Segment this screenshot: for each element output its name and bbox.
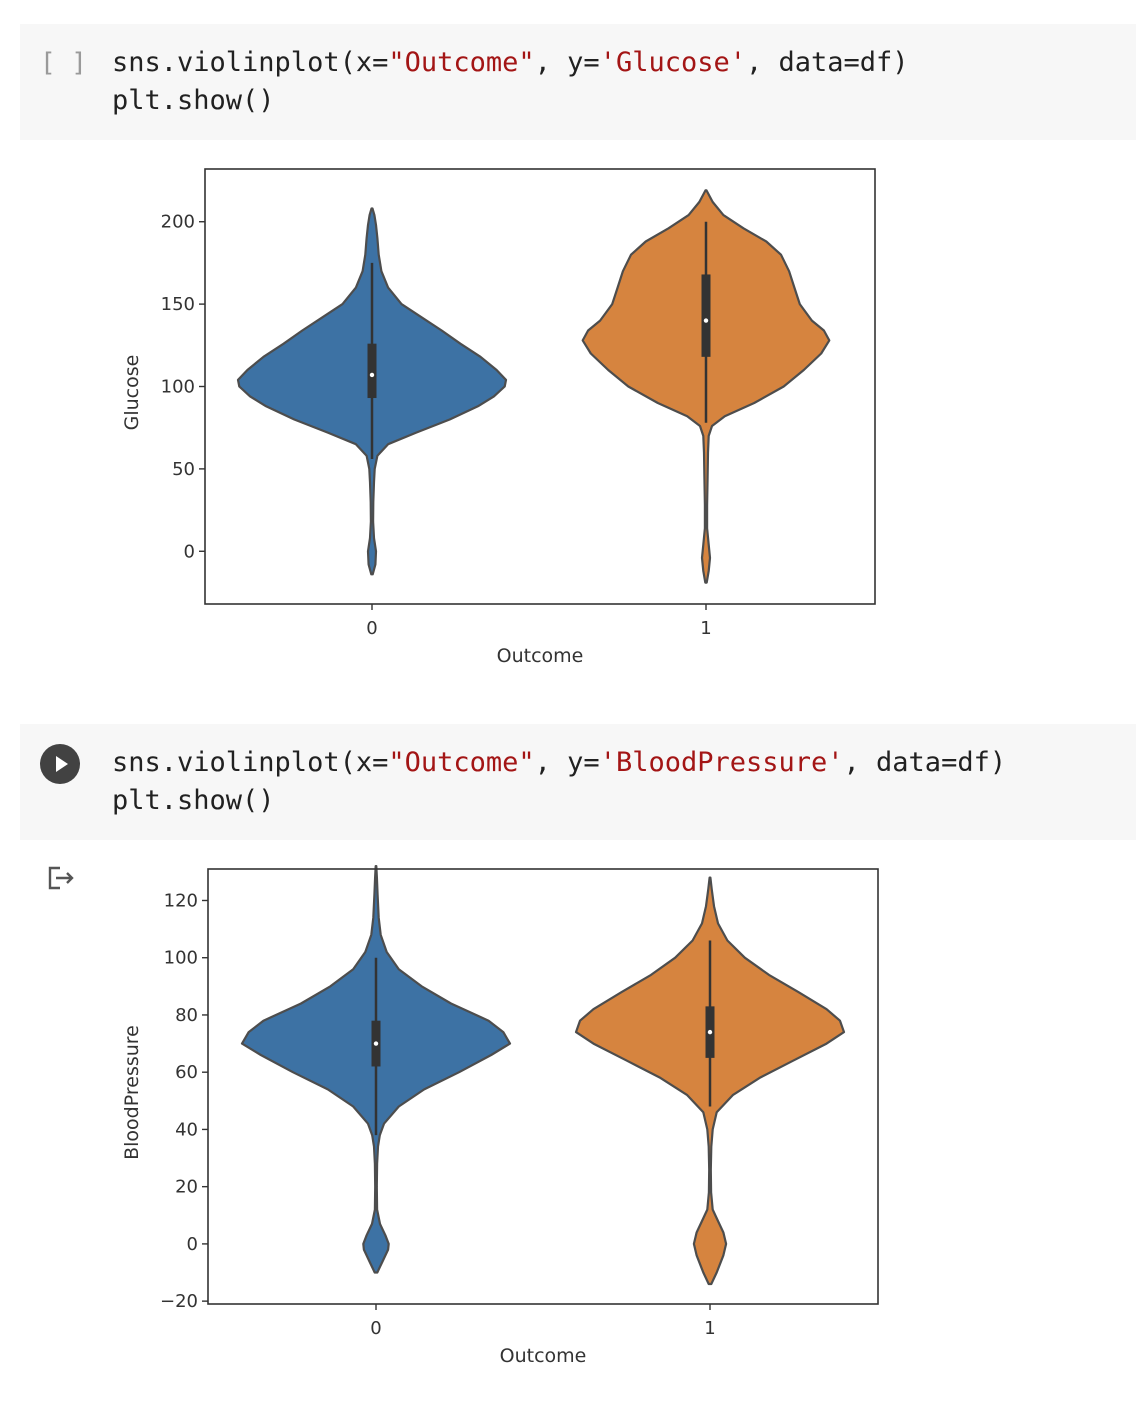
- cell-execution-count: [ ]: [40, 48, 87, 78]
- code-text: , data=df): [843, 747, 1007, 778]
- violin-median-1: [707, 1029, 713, 1035]
- violin-median-0: [373, 1041, 379, 1046]
- code-string: "Outcome": [388, 747, 535, 778]
- code-editor[interactable]: sns.violinplot(x="Outcome", y='BloodPres…: [112, 744, 1006, 820]
- x-tick-label: 1: [704, 1318, 715, 1339]
- code-string: 'BloodPressure': [599, 747, 844, 778]
- code-text: , y=: [534, 47, 600, 78]
- play-icon: [56, 756, 68, 772]
- y-tick-label: 0: [184, 541, 195, 562]
- y-tick-label: 120: [164, 890, 198, 911]
- y-tick-label: 80: [175, 1005, 198, 1026]
- code-text: plt.show(): [112, 85, 275, 116]
- y-tick-label: 0: [187, 1234, 198, 1255]
- y-axis-label: Glucose: [121, 355, 143, 431]
- y-tick-label: 100: [164, 948, 198, 969]
- violin-iqr-box-0: [367, 343, 377, 399]
- x-axis-label: Outcome: [500, 1345, 587, 1367]
- code-string: "Outcome": [388, 47, 535, 78]
- x-axis-label: Outcome: [497, 645, 584, 667]
- run-cell-button[interactable]: [40, 744, 80, 784]
- violin-median-0: [369, 372, 375, 378]
- y-tick-label: 100: [161, 377, 195, 398]
- glucose-violin-plot: 0 50 100 150 200 0 1 Outcome Glucose: [121, 168, 876, 667]
- y-tick-label: 200: [161, 212, 195, 233]
- violin-iqr-box-1: [701, 274, 711, 357]
- x-tick-label: 1: [700, 618, 711, 639]
- output-arrow-icon[interactable]: [46, 864, 78, 892]
- code-text: sns.violinplot(x=: [112, 747, 389, 778]
- x-tick-label: 0: [366, 618, 377, 639]
- y-tick-label: −20: [160, 1291, 198, 1312]
- y-tick-label: 50: [172, 459, 195, 480]
- code-text: , data=df): [746, 47, 909, 78]
- violin-median-1: [703, 318, 709, 323]
- y-tick-label: 20: [175, 1177, 198, 1198]
- y-axis-label: BloodPressure: [121, 1025, 143, 1160]
- x-tick-label: 0: [370, 1318, 381, 1339]
- code-text: plt.show(): [112, 785, 275, 816]
- axes-frame: [207, 868, 879, 1305]
- code-text: sns.violinplot(x=: [112, 47, 389, 78]
- code-cell-2[interactable]: sns.violinplot(x="Outcome", y='BloodPres…: [20, 724, 1136, 840]
- code-editor[interactable]: sns.violinplot(x="Outcome", y='Glucose',…: [112, 44, 909, 120]
- y-tick-label: 60: [175, 1062, 198, 1083]
- code-text: , y=: [534, 747, 600, 778]
- y-tick-label: 150: [161, 294, 195, 315]
- y-tick-label: 40: [175, 1119, 198, 1140]
- bloodpressure-violin-plot: −20 0 20 40 60 80 100 120 0 1 Outcome BloodPressure: [121, 865, 879, 1367]
- code-cell-1[interactable]: [ ] sns.violinplot(x="Outcome", y='Gluco…: [20, 24, 1136, 140]
- code-string: 'Glucose': [599, 47, 746, 78]
